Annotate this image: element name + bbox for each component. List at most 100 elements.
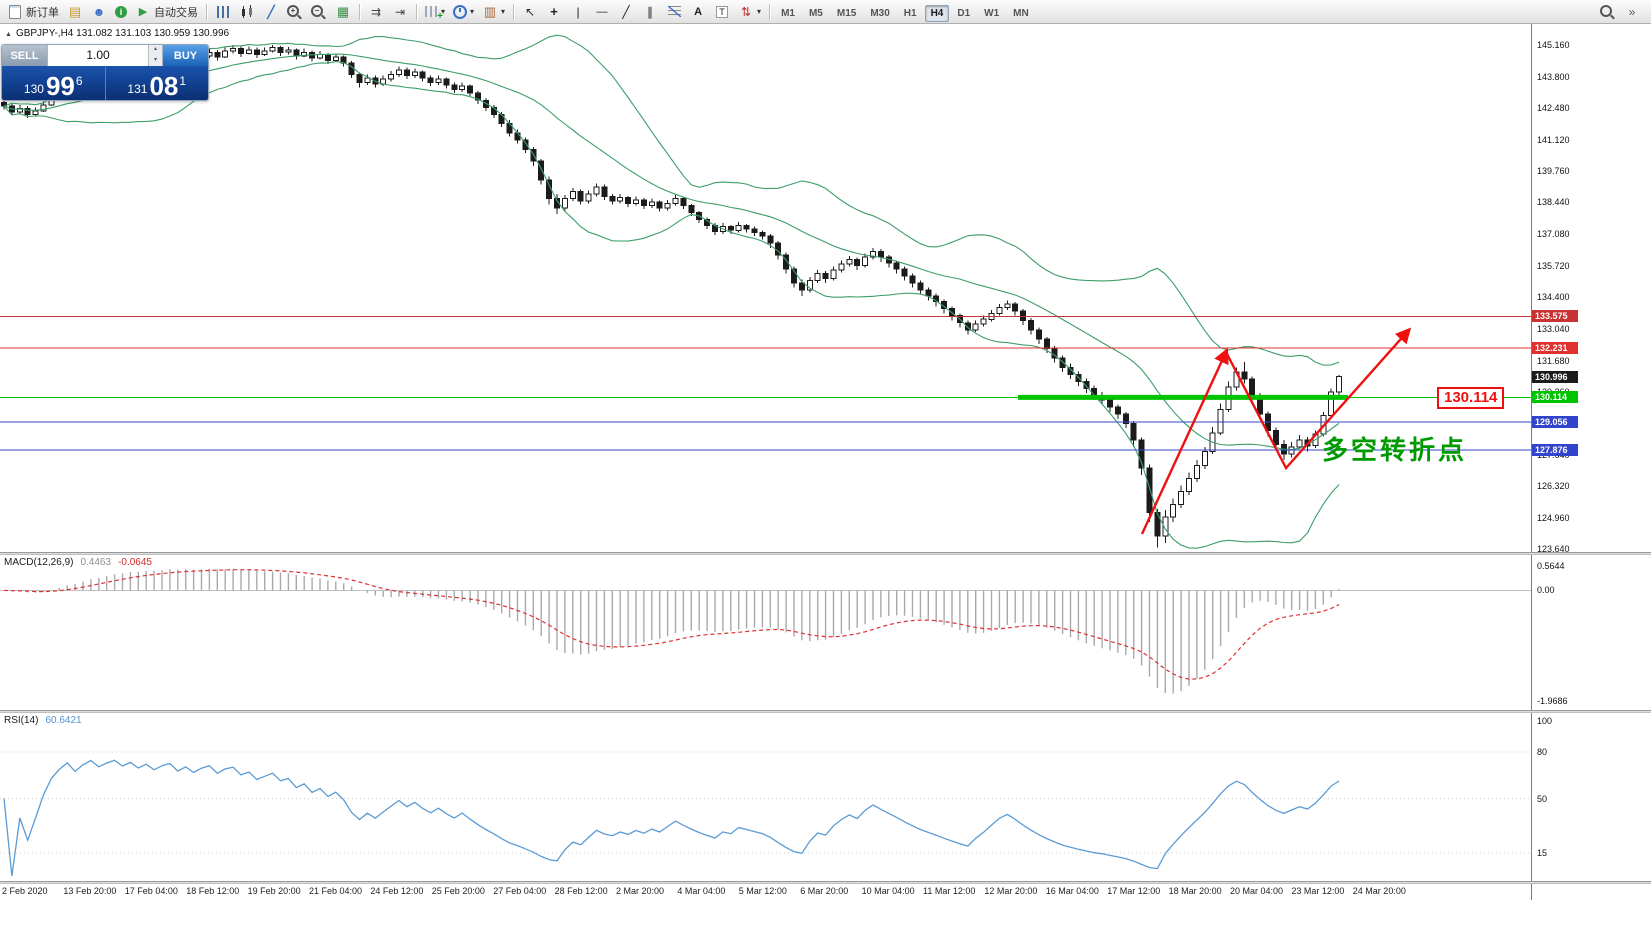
- lot-size-field[interactable]: 1.00: [47, 45, 163, 66]
- auto-scroll-icon[interactable]: [364, 4, 388, 20]
- time-axis-label: 10 Mar 04:00: [861, 886, 915, 896]
- price-scale-label: 124.960: [1537, 513, 1570, 524]
- crosshair-tool-icon[interactable]: [542, 4, 566, 20]
- price-scale-label: 145.160: [1537, 40, 1570, 50]
- timeframe-button-m1[interactable]: M1: [781, 7, 795, 19]
- price-scale-label: 134.400: [1537, 291, 1570, 302]
- new-order-button[interactable]: 新订单: [3, 2, 63, 22]
- time-axis-label: 24 Feb 12:00: [370, 886, 424, 896]
- price-scale[interactable]: 145.160 143.800 142.480 141.120 139.760 138.4…: [1531, 24, 1651, 900]
- chinese-annotation-text[interactable]: 多空转折点: [1322, 435, 1468, 465]
- time-axis-label: 25 Feb 20:00: [431, 886, 485, 896]
- bar-chart-icon[interactable]: [211, 4, 235, 20]
- price-scale-label: 141.120: [1537, 134, 1570, 145]
- time-axis-label: 2 Feb 2020: [2, 886, 48, 896]
- buy-price-prefix: 131: [127, 82, 148, 96]
- zoom-in-icon[interactable]: [283, 4, 307, 20]
- templates-button[interactable]: [478, 2, 509, 22]
- vertical-line-tool-icon[interactable]: [566, 4, 590, 20]
- timeframe-button-h1[interactable]: H1: [903, 7, 917, 19]
- lot-decrement-icon[interactable]: [149, 55, 162, 66]
- line-chart-icon[interactable]: [259, 4, 283, 20]
- lot-increment-icon[interactable]: [149, 45, 162, 56]
- tile-windows-icon[interactable]: [331, 4, 355, 20]
- clock-icon: [453, 4, 468, 19]
- price-chart-canvas[interactable]: [0, 24, 1531, 552]
- lot-size-value[interactable]: 1.00: [86, 48, 110, 62]
- one-click-collapse-icon[interactable]: [5, 28, 12, 39]
- periods-button[interactable]: [449, 2, 478, 22]
- text-label-tool-icon[interactable]: [710, 4, 734, 20]
- sell-button[interactable]: SELL: [2, 45, 47, 66]
- timeframe-button-w1[interactable]: W1: [984, 7, 1000, 19]
- buy-price-main: 08: [149, 71, 179, 101]
- sell-price-display[interactable]: 130 99 6: [2, 66, 105, 100]
- candlestick-chart-icon[interactable]: [235, 4, 259, 20]
- timeframe-button-d1[interactable]: D1: [957, 7, 971, 19]
- time-axis-label: 17 Feb 04:00: [124, 886, 178, 896]
- toolbar-separator: [513, 3, 515, 20]
- price-callout-label[interactable]: 130.114: [1437, 387, 1505, 409]
- horizontal-line-tool-icon[interactable]: [590, 4, 614, 20]
- price-tag-129.056: 129.056: [1532, 416, 1578, 429]
- time-axis-label: 12 Mar 20:00: [984, 886, 1038, 896]
- info-icon: [115, 5, 127, 18]
- timeframe-button-h4[interactable]: H4: [924, 4, 950, 22]
- timeframe-button-m5[interactable]: M5: [808, 7, 823, 19]
- toolbar-separator: [359, 3, 360, 20]
- panel-separator[interactable]: [0, 552, 1651, 555]
- price-scale-label: 142.480: [1537, 102, 1570, 113]
- macd-scale-zero: 0.00: [1537, 585, 1555, 596]
- timeframe-button-mn[interactable]: MN: [1013, 7, 1029, 19]
- new-chart-button[interactable]: [421, 2, 449, 22]
- info-button[interactable]: [111, 2, 131, 22]
- rsi-scale-label: 100: [1537, 716, 1553, 726]
- macd-panel[interactable]: MACD(12,26,9) 0.4463 -0.0645: [0, 555, 1531, 710]
- price-tag-127.876: 127.876: [1532, 443, 1578, 456]
- time-axis-label: 4 Mar 04:00: [677, 886, 726, 896]
- macd-header: MACD(12,26,9) 0.4463 -0.0645: [4, 557, 152, 568]
- toolbar-right-group: [1596, 4, 1644, 20]
- panel-separator[interactable]: [0, 710, 1651, 713]
- rsi-panel[interactable]: RSI(14) 60.6421: [0, 713, 1531, 882]
- zoom-out-icon[interactable]: [307, 4, 331, 20]
- cursor-tool-icon[interactable]: [518, 4, 542, 20]
- autotrading-button[interactable]: 自动交易: [131, 2, 202, 22]
- symbol-info: GBPJPY-,H4 131.082 131.103 130.959 130.9…: [5, 28, 229, 39]
- rsi-header: RSI(14) 60.6421: [4, 715, 82, 726]
- one-click-top-row: SELL 1.00 BUY: [2, 45, 208, 66]
- lot-spinner[interactable]: [148, 45, 162, 66]
- toolbar-overflow-icon[interactable]: [1620, 4, 1644, 20]
- rsi-title: RSI(14): [4, 715, 39, 726]
- time-axis[interactable]: 2 Feb 2020 13 Feb 20:00 17 Feb 04:00 18 Feb…: [0, 884, 1531, 900]
- accounts-icon[interactable]: [87, 4, 111, 20]
- timeframe-button-m15[interactable]: M15: [836, 7, 857, 19]
- text-tool-icon[interactable]: [686, 4, 710, 20]
- time-axis-label: 24 Mar 20:00: [1352, 886, 1406, 896]
- panel-separator[interactable]: [0, 881, 1651, 884]
- template-icon: [482, 4, 498, 20]
- arrows-tool-button[interactable]: [734, 2, 765, 22]
- search-icon[interactable]: [1596, 4, 1620, 20]
- buy-button[interactable]: BUY: [163, 45, 208, 66]
- toolbar-separator: [416, 3, 417, 20]
- chart-window-icon[interactable]: [63, 4, 87, 20]
- chart-shift-icon[interactable]: [388, 4, 412, 20]
- price-tag-133.575: 133.575: [1532, 310, 1578, 323]
- time-axis-label: 18 Mar 20:00: [1168, 886, 1222, 896]
- time-axis-label: 13 Feb 20:00: [63, 886, 117, 896]
- price-chart-pane[interactable]: GBPJPY-,H4 131.082 131.103 130.959 130.9…: [0, 24, 1531, 552]
- autotrading-label: 自动交易: [154, 6, 198, 19]
- buy-price-display[interactable]: 131 08 1: [105, 66, 208, 101]
- price-scale-label: 138.440: [1537, 197, 1570, 208]
- time-axis-label: 2 Mar 20:00: [616, 886, 665, 896]
- channel-tool-icon[interactable]: [638, 4, 662, 20]
- time-axis-label: 16 Mar 04:00: [1045, 886, 1099, 896]
- new-order-icon: [7, 4, 23, 20]
- fibonacci-tool-icon[interactable]: [662, 4, 686, 20]
- trendline-tool-icon[interactable]: [614, 4, 638, 20]
- buy-price-sup: 1: [179, 74, 187, 88]
- timeframe-button-m30[interactable]: M30: [870, 7, 890, 19]
- macd-title: MACD(12,26,9): [4, 557, 74, 568]
- price-scale-label: 137.080: [1537, 229, 1570, 240]
